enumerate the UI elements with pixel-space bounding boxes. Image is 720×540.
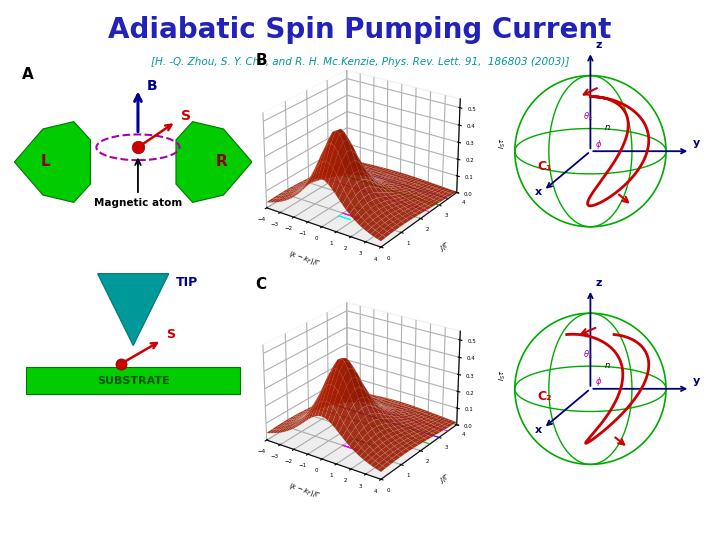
Y-axis label: $J/\Gamma$: $J/\Gamma$ — [438, 239, 453, 254]
Text: S: S — [166, 328, 176, 341]
Text: Magnetic atom: Magnetic atom — [94, 198, 182, 208]
Text: x: x — [534, 424, 541, 435]
Polygon shape — [176, 122, 252, 202]
Text: R: R — [215, 154, 227, 170]
Text: $n$: $n$ — [604, 361, 611, 370]
Text: A: A — [22, 68, 33, 83]
Text: TIP: TIP — [176, 276, 198, 289]
Text: L: L — [40, 154, 50, 170]
Text: Adiabatic Spin Pumping Current: Adiabatic Spin Pumping Current — [108, 16, 612, 44]
Y-axis label: $J/\Gamma$: $J/\Gamma$ — [438, 471, 453, 486]
Text: x: x — [534, 187, 541, 197]
Text: S: S — [181, 109, 191, 123]
X-axis label: $(k-k_F)/\Gamma$: $(k-k_F)/\Gamma$ — [287, 481, 322, 501]
Text: $\theta_k$: $\theta_k$ — [583, 348, 593, 361]
Text: y: y — [693, 138, 701, 148]
Text: z: z — [595, 40, 602, 50]
Text: C₂: C₂ — [537, 390, 552, 403]
X-axis label: $(k-k_F)/\Gamma$: $(k-k_F)/\Gamma$ — [287, 248, 322, 269]
FancyBboxPatch shape — [27, 367, 240, 394]
Text: [H. -Q. Zhou, S. Y. Cho, and R. H. Mc.Kenzie, Phys. Rev. Lett. 91,  186803 (2003: [H. -Q. Zhou, S. Y. Cho, and R. H. Mc.Ke… — [150, 57, 570, 67]
Text: z: z — [595, 278, 602, 288]
Text: SUBSTRATE: SUBSTRATE — [96, 376, 170, 386]
Text: $\phi$: $\phi$ — [595, 138, 602, 151]
Text: B: B — [256, 53, 267, 68]
Text: $n$: $n$ — [604, 123, 611, 132]
Text: $\phi$: $\phi$ — [595, 375, 602, 388]
Text: y: y — [693, 375, 701, 386]
Text: C₁: C₁ — [538, 160, 552, 173]
Text: $\theta_k$: $\theta_k$ — [583, 111, 593, 123]
Polygon shape — [14, 122, 91, 202]
Text: B: B — [146, 79, 157, 93]
Polygon shape — [98, 274, 169, 346]
Text: C: C — [256, 277, 266, 292]
